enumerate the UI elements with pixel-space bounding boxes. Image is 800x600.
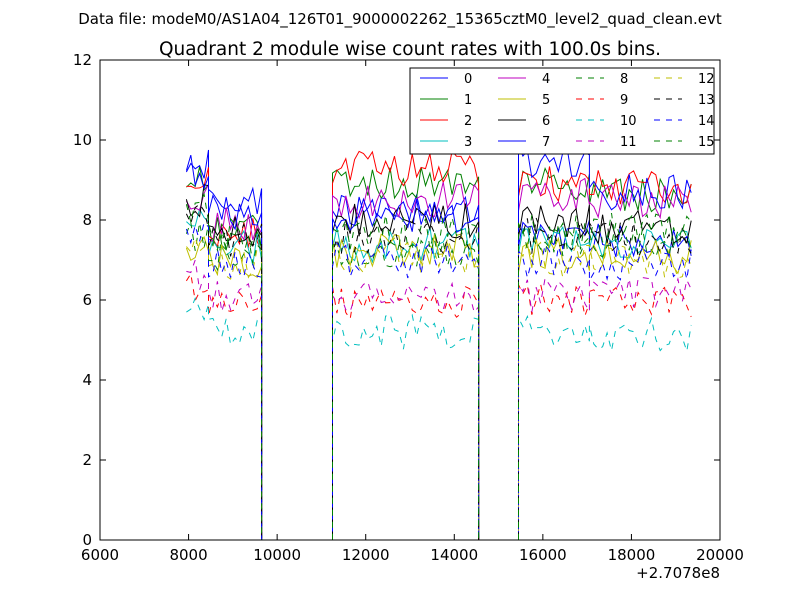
legend-label-7: 7 — [542, 135, 550, 150]
y-tick-label: 10 — [73, 131, 92, 149]
legend-label-8: 8 — [620, 72, 628, 87]
legend-label-1: 1 — [464, 93, 472, 108]
legend-label-10: 10 — [620, 114, 637, 129]
chart-title: Quadrant 2 module wise count rates with … — [159, 39, 661, 60]
x-tick-label: 14000 — [430, 546, 478, 564]
x-tick-label: 8000 — [169, 546, 207, 564]
x-tick-label: 10000 — [253, 546, 301, 564]
x-tick-label: 12000 — [342, 546, 390, 564]
figure-suptitle: Data file: modeM0/AS1A04_126T01_90000022… — [78, 10, 722, 29]
legend-label-15: 15 — [698, 135, 715, 150]
legend-label-9: 9 — [620, 93, 628, 108]
y-tick-label: 0 — [82, 531, 92, 549]
y-tick-label: 4 — [82, 371, 92, 389]
legend-label-14: 14 — [698, 114, 715, 129]
y-tick-label: 12 — [73, 51, 92, 69]
legend-label-2: 2 — [464, 114, 472, 129]
series-line-12 — [186, 236, 692, 541]
y-tick-label: 8 — [82, 211, 92, 229]
x-offset-label: +2.7078e8 — [636, 564, 720, 582]
x-tick-label: 16000 — [519, 546, 567, 564]
legend-label-4: 4 — [542, 72, 550, 87]
axes-layer: 6000 8000 10000 12000 14000 16000 18000 20000 0 2… — [73, 51, 744, 564]
legend-label-12: 12 — [698, 72, 715, 87]
legend-label-13: 13 — [698, 93, 715, 108]
x-tick-label: 6000 — [81, 546, 119, 564]
legend-label-6: 6 — [542, 114, 550, 129]
legend-label-3: 3 — [464, 135, 472, 150]
legend-label-11: 11 — [620, 135, 637, 150]
x-tick-label: 18000 — [608, 546, 656, 564]
legend-label-5: 5 — [542, 93, 550, 108]
x-tick-label: 20000 — [696, 546, 744, 564]
legend-label-0: 0 — [464, 72, 472, 87]
legend-box — [409, 67, 715, 155]
y-tick-label: 2 — [82, 451, 92, 469]
series-line-14 — [185, 221, 692, 541]
y-tick-label: 6 — [82, 291, 92, 309]
